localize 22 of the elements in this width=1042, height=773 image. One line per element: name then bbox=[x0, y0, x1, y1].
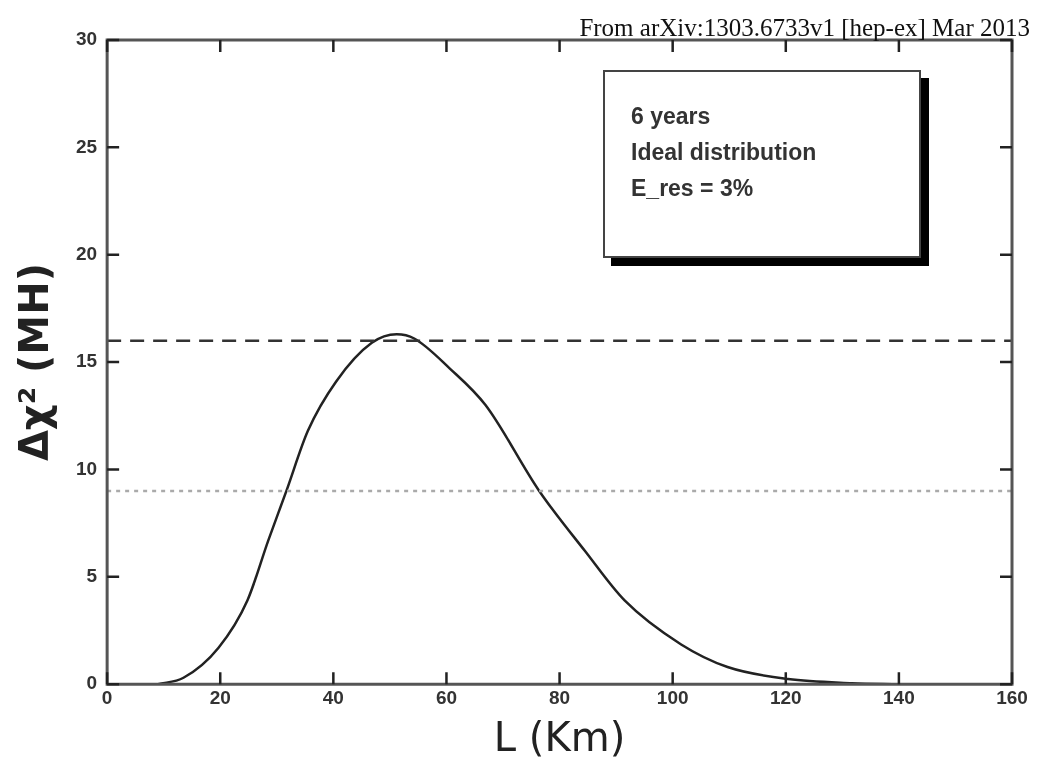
x-axis-title: L (Km) bbox=[493, 714, 626, 761]
x-tick-label: 80 bbox=[549, 686, 571, 708]
x-tick-label: 160 bbox=[996, 686, 1028, 708]
x-tick-label: 60 bbox=[435, 686, 458, 708]
y-tick-label: 30 bbox=[75, 28, 98, 50]
x-tick-label: 0 bbox=[101, 686, 113, 708]
annotation: Ideal distribution bbox=[631, 138, 818, 167]
annotation: From arXiv:1303.6733v1 [hep-ex] Mar 2013 bbox=[579, 14, 1030, 42]
y-tick-label: 5 bbox=[86, 565, 98, 587]
y-axis-title: Δχ² (MH) bbox=[11, 263, 58, 462]
annotation: E_res = 3% bbox=[631, 174, 755, 203]
x-tick-label: 140 bbox=[883, 686, 915, 708]
y-tick-label: 10 bbox=[75, 457, 98, 479]
x-tick-label: 20 bbox=[209, 686, 231, 708]
y-tick-label: 0 bbox=[86, 672, 98, 694]
x-tick-label: 100 bbox=[656, 686, 689, 708]
annotation: 6 years bbox=[631, 102, 712, 131]
y-tick-label: 20 bbox=[75, 242, 98, 264]
y-tick-label: 25 bbox=[75, 135, 98, 157]
x-tick-label: 40 bbox=[322, 686, 344, 708]
y-tick-label: 15 bbox=[75, 350, 98, 372]
x-tick-label: 120 bbox=[769, 686, 802, 708]
